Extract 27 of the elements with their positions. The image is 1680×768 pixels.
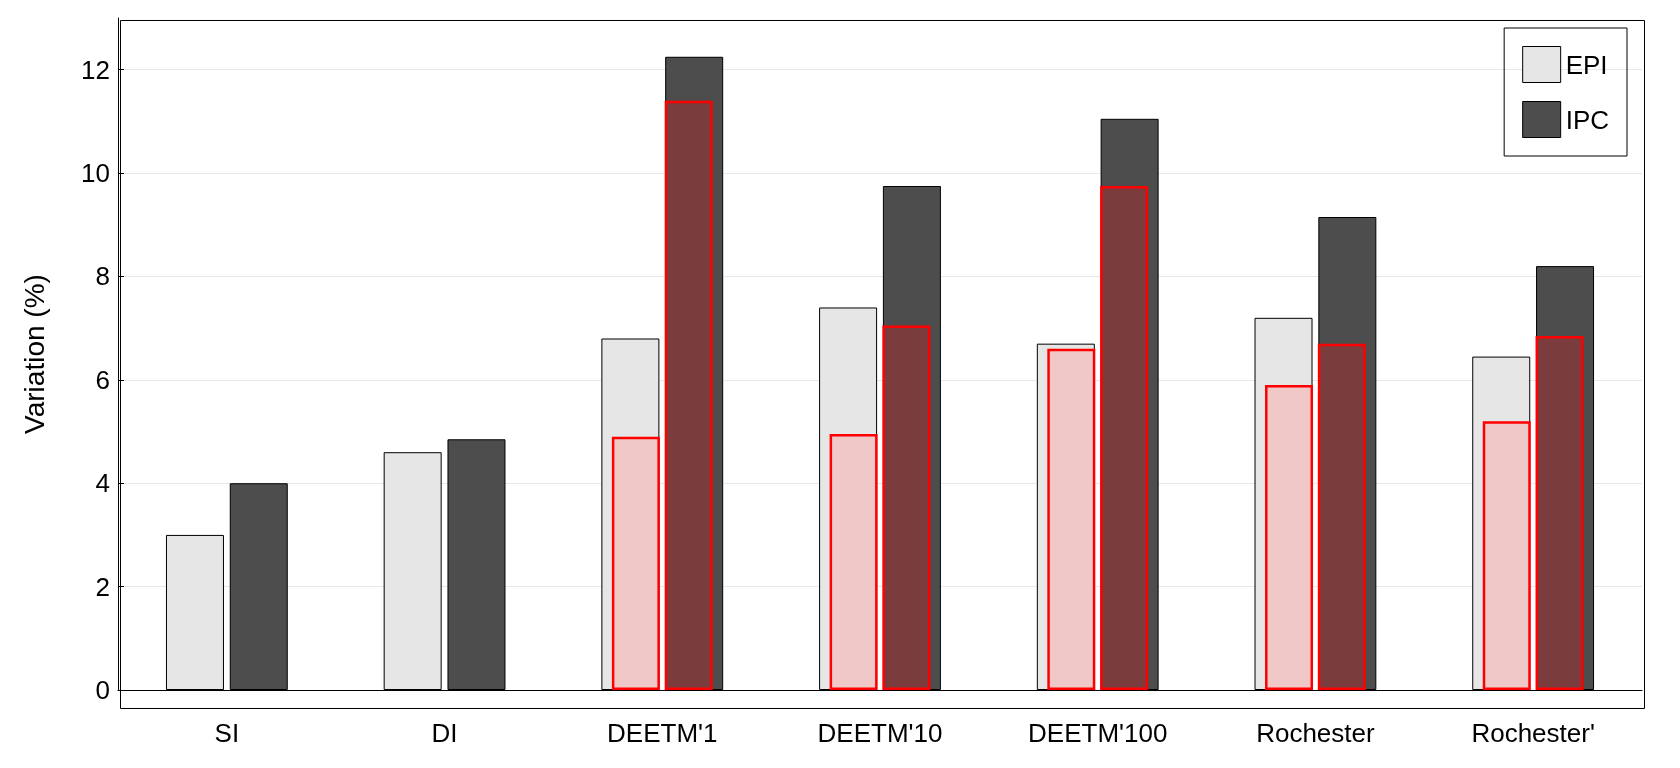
x-tick-label: Rochester <box>1256 718 1376 748</box>
y-tick-label: 6 <box>95 364 110 395</box>
x-tick-label: DI <box>431 718 458 748</box>
x-tick-label: SI <box>214 718 240 748</box>
legend-label: EPI <box>1565 49 1608 80</box>
bar <box>829 434 878 690</box>
bar <box>1265 385 1314 690</box>
bar <box>1317 343 1366 690</box>
y-tick-label: 4 <box>95 468 110 499</box>
legend-label: IPC <box>1565 104 1609 135</box>
x-tick-label: Rochester' <box>1471 718 1595 748</box>
x-tick-label: DEETM'1 <box>607 718 718 748</box>
x-tick-label: DEETM'100 <box>1028 718 1168 748</box>
bar <box>611 436 660 690</box>
x-tick-label: DEETM'10 <box>817 718 943 748</box>
y-tick-label: 8 <box>95 261 110 292</box>
bar <box>882 325 931 690</box>
bar <box>1482 421 1531 690</box>
y-tick-label: 12 <box>81 54 110 85</box>
y-axis-title: Variation (%) <box>18 274 50 434</box>
y-tick-label: 0 <box>95 675 110 705</box>
y-tick-label: 10 <box>81 158 110 189</box>
bar <box>664 100 713 690</box>
bar <box>1100 186 1149 690</box>
bar <box>1535 335 1584 690</box>
y-tick-label: 2 <box>95 571 110 602</box>
bar <box>1047 348 1096 690</box>
